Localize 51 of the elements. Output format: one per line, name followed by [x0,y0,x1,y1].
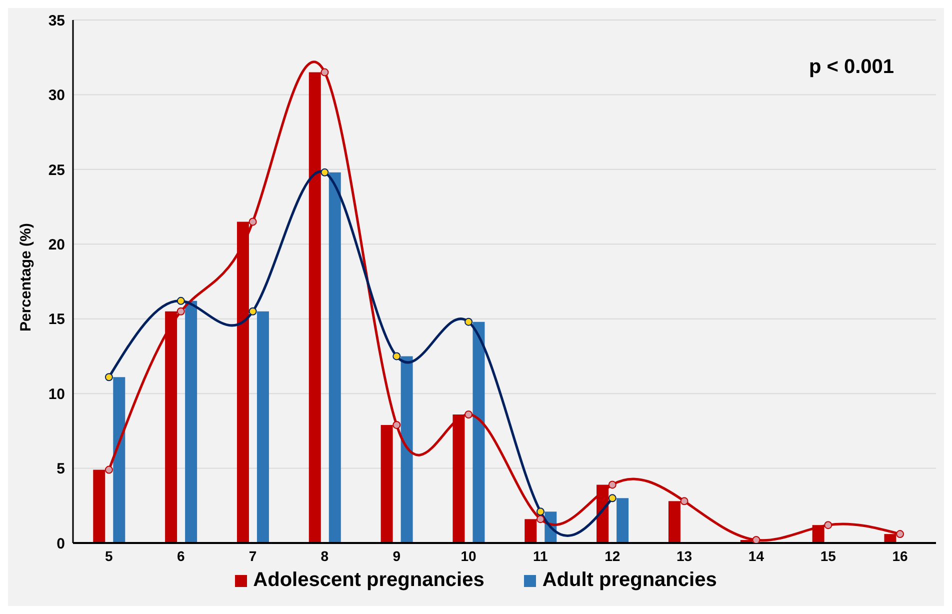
x-tick-label: 7 [248,548,257,564]
point [464,318,473,326]
annotation: p < 0.001 [808,56,894,79]
point [320,168,329,176]
point [752,536,760,543]
bar [328,172,341,543]
point [104,466,113,474]
x-tick-label: 10 [460,548,477,564]
point [680,497,688,506]
legend-label: Adolescent pregnancies [253,569,484,592]
bar [185,300,198,543]
point [392,352,401,360]
point [896,530,904,538]
y-tick-label: 5 [56,460,65,478]
y-tick-label: 30 [48,87,65,104]
point [320,68,329,76]
y-tick-label: 25 [48,162,65,179]
x-tick-label: 12 [604,548,620,564]
x-tick-label: 9 [392,548,401,564]
point [248,307,257,316]
bar [256,311,269,543]
bar [616,498,629,543]
point [104,373,113,382]
point [536,508,544,516]
x-tick-label: 8 [320,548,329,564]
y-tick-label: 0 [56,535,65,552]
point [608,480,616,489]
x-tick-label: 14 [748,548,764,564]
point [176,307,185,316]
bar [472,322,485,543]
point [536,515,544,524]
y-axis-title: Percentage (%) [17,223,34,332]
x-tick-label: 11 [533,548,548,564]
point [392,420,401,429]
point [464,410,473,418]
x-tick-label: 6 [176,548,185,564]
y-tick-label: 20 [48,236,65,254]
point [176,296,185,305]
x-tick-label: 13 [676,548,692,564]
y-tick-label: 35 [48,12,65,30]
bar [400,356,413,543]
x-tick-label: 16 [892,548,908,564]
y-tick-label: 15 [48,311,65,328]
point [248,218,257,226]
point [824,521,832,530]
x-tick-label: 5 [105,548,114,564]
point [608,494,616,502]
bar [113,377,126,543]
y-tick-label: 10 [48,386,65,403]
x-tick-label: 15 [820,548,836,564]
legend-label: Adult pregnancies [542,569,717,592]
